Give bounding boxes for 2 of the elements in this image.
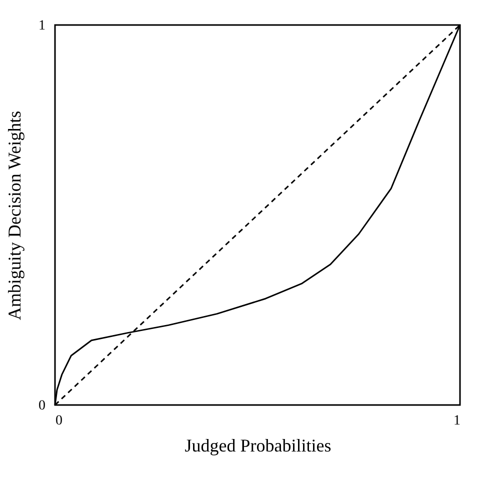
- x-axis-title: Judged Probabilities: [184, 436, 332, 456]
- y-axis-title: Ambiguity Decision Weights: [4, 110, 24, 320]
